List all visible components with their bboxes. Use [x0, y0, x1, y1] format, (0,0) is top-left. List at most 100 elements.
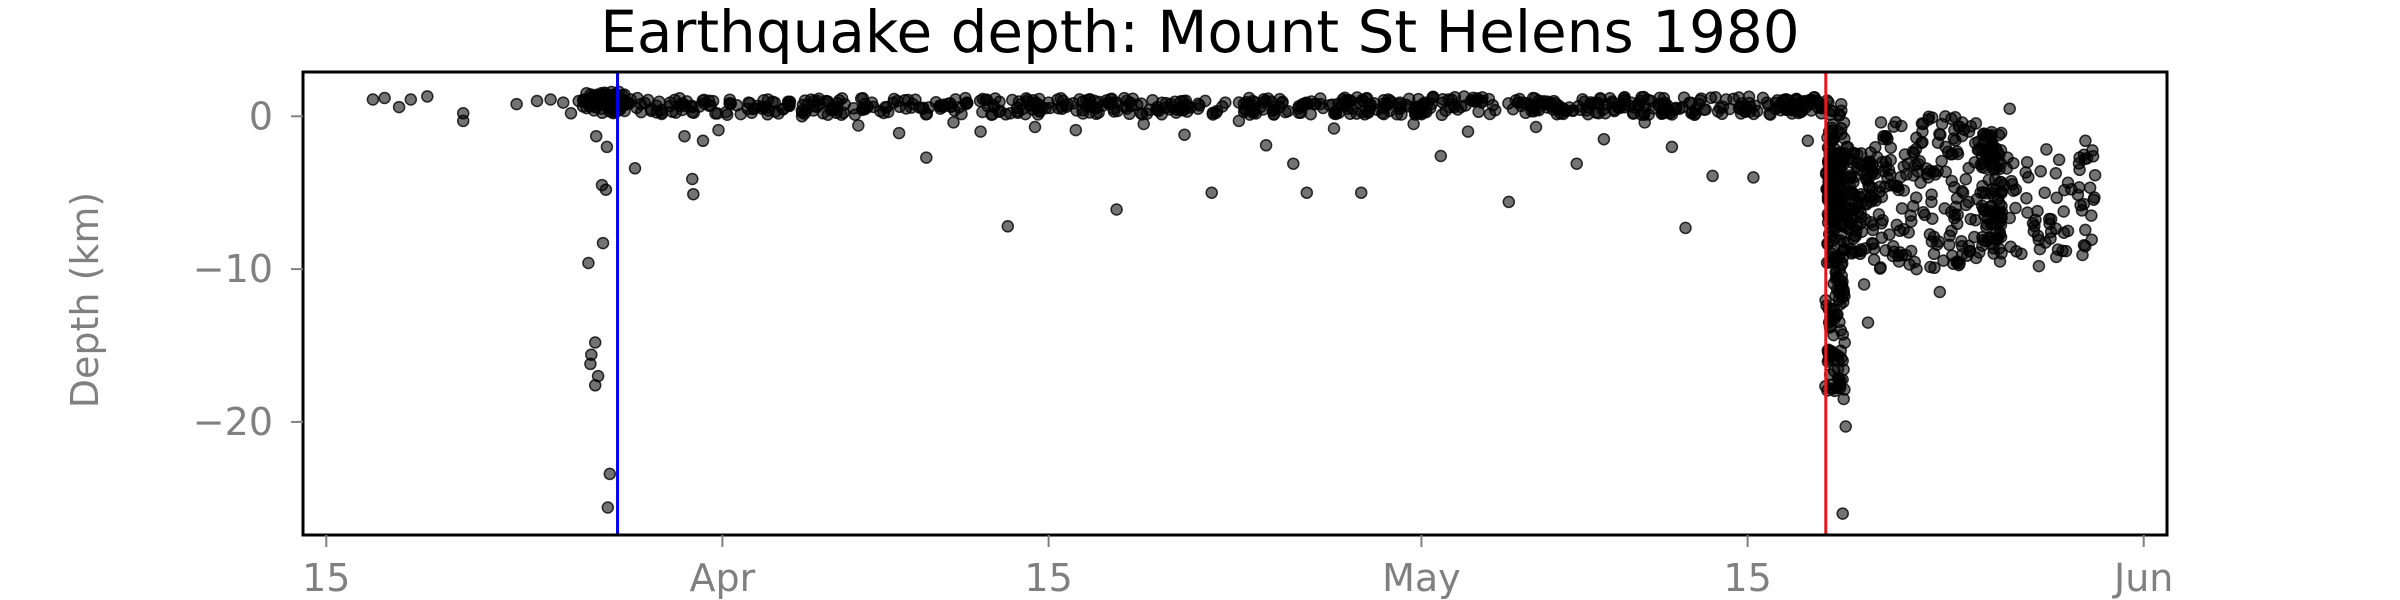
data-point [1837, 392, 1850, 406]
data-point [1090, 107, 1103, 121]
data-point [1902, 226, 1915, 239]
data-point [824, 103, 838, 117]
data-point [987, 100, 1001, 114]
data-point [1897, 184, 1911, 197]
data-point [663, 96, 677, 109]
data-point [2009, 201, 2022, 215]
data-point [1679, 221, 1692, 235]
data-point [704, 99, 718, 112]
data-point [599, 183, 613, 196]
data-point [2001, 151, 2014, 164]
x-tick-label: Jun [2112, 556, 2173, 600]
plot-frame [301, 70, 2169, 537]
data-point [1978, 209, 1991, 222]
data-point [1986, 162, 2000, 175]
data-point [603, 467, 617, 481]
data-point [2073, 163, 2086, 177]
data-point [1314, 97, 1327, 111]
data-point [1927, 247, 1941, 261]
data-point [1516, 96, 1529, 109]
data-point [584, 357, 597, 371]
data-point [600, 140, 614, 154]
data-point [1475, 96, 1488, 109]
data-point [2031, 204, 2044, 218]
data-point [1865, 163, 1879, 177]
data-point [1875, 217, 1888, 230]
data-point [1219, 96, 1232, 109]
y-tick-label: −20 [193, 400, 273, 444]
data-point [1584, 97, 1597, 111]
x-axis-ticks: 15 Apr 15 May 15 Jun [302, 535, 2173, 600]
data-point [1246, 99, 1259, 112]
data-point [933, 99, 947, 112]
data-point [1137, 117, 1150, 131]
data-point [1407, 117, 1420, 131]
data-point [1164, 97, 1178, 111]
data-point [1529, 120, 1543, 134]
data-point [1206, 106, 1220, 120]
data-point [2003, 211, 2016, 225]
data-point [755, 102, 769, 115]
data-point [1434, 149, 1448, 163]
data-point [2050, 191, 2063, 205]
data-point [421, 90, 434, 103]
data-point [1390, 107, 1404, 121]
data-point [1995, 199, 2008, 213]
data-point [1939, 165, 1952, 179]
data-point [2052, 153, 2066, 167]
data-point [1869, 194, 1883, 207]
data-point [1711, 105, 1725, 118]
data-point [366, 93, 380, 106]
data-point [1834, 344, 1847, 358]
data-point [650, 99, 663, 112]
data-point [510, 97, 523, 111]
data-point [2088, 168, 2102, 182]
data-point [1875, 231, 1889, 244]
data-point [2061, 176, 2075, 190]
data-point [404, 93, 418, 106]
data-point [1669, 101, 1683, 115]
data-point [1329, 105, 1342, 118]
data-point [712, 123, 725, 137]
data-point [1747, 107, 1760, 121]
data-point [1706, 169, 1719, 183]
data-point [1069, 123, 1083, 137]
data-point [1828, 232, 1842, 245]
data-point [1597, 132, 1611, 146]
data-point [1921, 171, 1935, 184]
data-point [2086, 150, 2100, 163]
data-point [2079, 223, 2092, 237]
data-point [1665, 140, 1679, 154]
data-point [1925, 195, 1938, 209]
data-point [556, 96, 570, 109]
data-point [1869, 141, 1882, 154]
data-point [1519, 106, 1532, 120]
data-point [2040, 143, 2053, 156]
data-point [589, 129, 603, 143]
x-tick-label: May [1382, 556, 1461, 600]
data-point [948, 104, 961, 117]
data-point [678, 129, 691, 143]
data-point [1096, 99, 1110, 112]
data-point [1956, 186, 1970, 199]
data-point [1898, 148, 1912, 161]
data-point [1933, 285, 1947, 299]
data-point [1843, 178, 1856, 192]
data-point [838, 97, 851, 111]
data-point [1836, 507, 1849, 520]
data-point [2043, 217, 2056, 231]
data-point [1937, 254, 1950, 267]
data-point [1110, 203, 1123, 216]
data-point [1287, 157, 1300, 170]
x-tick-label: Apr [690, 556, 756, 600]
data-point [974, 125, 987, 138]
data-point [1827, 303, 1841, 317]
data-point [1959, 172, 1973, 186]
data-point [2034, 165, 2047, 178]
data-point [1232, 96, 1246, 109]
data-point [2003, 102, 2016, 115]
data-point [1828, 219, 1842, 233]
data-point [686, 100, 699, 114]
data-point [2057, 205, 2070, 218]
